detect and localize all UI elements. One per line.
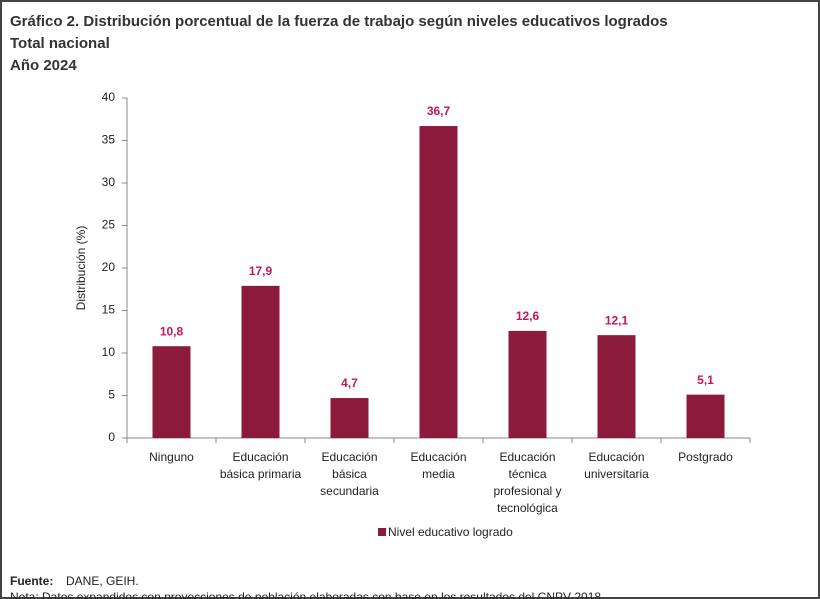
x-tick-label: Educación: [588, 450, 644, 464]
y-tick-label: 35: [102, 133, 116, 147]
bar: [419, 126, 458, 439]
x-tick-label: Educación: [321, 450, 377, 464]
bar: [330, 398, 369, 438]
x-tick-label: tecnológica: [497, 501, 558, 515]
bar: [686, 394, 725, 438]
x-tick-label: Ninguno: [149, 450, 194, 464]
value-label: 36,7: [427, 104, 451, 118]
y-tick-label: 25: [102, 218, 116, 232]
x-tick-label: básica primaria: [220, 467, 302, 481]
y-tick-label: 20: [102, 260, 116, 274]
legend-label: Nivel educativo logrado: [388, 525, 513, 539]
note: Nota: Datos expandidos con proyecciones …: [10, 590, 604, 599]
y-axis-label: Distribución (%): [74, 226, 88, 311]
y-tick-label: 30: [102, 175, 116, 189]
value-label: 5,1: [697, 373, 714, 387]
source: DANE, GEIH.: [66, 574, 139, 588]
x-tick-label: Educación: [410, 450, 466, 464]
chart-subtitle: Año 2024: [10, 57, 77, 74]
x-tick-label: secundaria: [320, 484, 379, 498]
value-label: 12,6: [516, 309, 540, 323]
bar: [241, 285, 280, 438]
y-tick-label: 40: [102, 90, 116, 104]
x-tick-label: media: [422, 467, 455, 481]
x-tick-label: básica: [332, 467, 367, 481]
x-tick-label: técnica: [508, 467, 546, 481]
x-tick-label: Educación: [499, 450, 555, 464]
y-tick-label: 10: [102, 345, 116, 359]
x-tick-label: Postgrado: [678, 450, 733, 464]
chart-title: Gráfico 2. Distribución porcentual de la…: [10, 13, 668, 30]
value-label: 17,9: [249, 264, 273, 278]
y-tick-label: 5: [108, 388, 115, 402]
legend-swatch: [378, 528, 386, 536]
bar: [152, 346, 191, 438]
value-label: 10,8: [160, 324, 184, 338]
x-tick-label: profesional y: [493, 484, 561, 498]
y-tick-label: 0: [108, 430, 115, 444]
x-tick-label: Educación: [232, 450, 288, 464]
value-label: 4,7: [341, 376, 358, 390]
bar: [508, 330, 547, 438]
source-label: Fuente:: [10, 574, 53, 588]
value-label: 12,1: [605, 313, 629, 327]
chart-subtitle: Total nacional: [10, 35, 110, 52]
y-tick-label: 15: [102, 303, 116, 317]
x-tick-label: universitaria: [584, 467, 649, 481]
bar: [597, 335, 636, 438]
